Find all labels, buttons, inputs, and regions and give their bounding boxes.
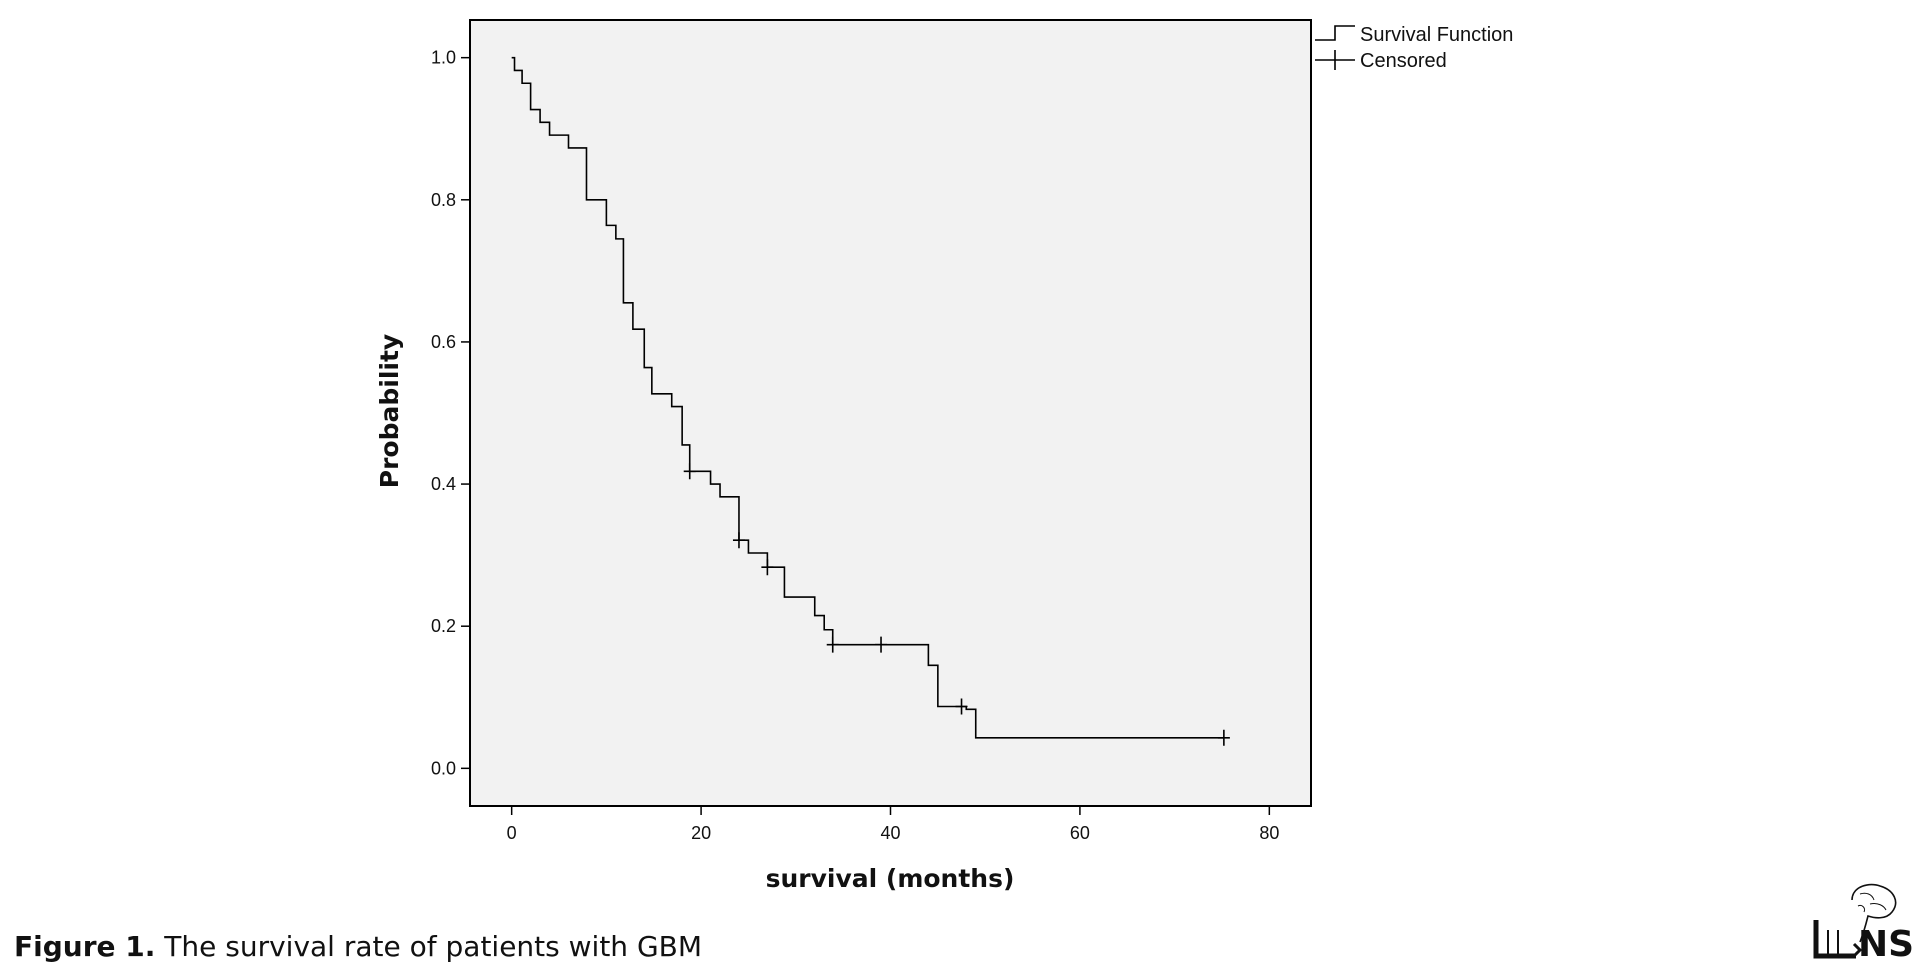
plot-area xyxy=(469,19,1312,807)
legend-plus-icon xyxy=(1315,50,1355,70)
y-tick-label: 0.2 xyxy=(431,616,456,636)
survival-function-line xyxy=(511,56,1224,739)
legend-label-censored: Censored xyxy=(1360,50,1447,72)
y-tick-label: 0.6 xyxy=(431,332,456,352)
ijns-logo-icon: NS xyxy=(1813,883,1912,962)
censored-marker xyxy=(1217,729,1230,746)
censored-marker xyxy=(955,698,968,715)
censored-marker xyxy=(875,636,888,653)
censored-marker xyxy=(732,532,745,549)
censored-markers xyxy=(683,463,1230,746)
x-tick-label: 20 xyxy=(691,823,711,843)
censored-marker xyxy=(826,636,839,653)
x-tick-label: 0 xyxy=(507,823,517,843)
y-tick-label: 0.4 xyxy=(431,474,456,494)
x-tick-label: 60 xyxy=(1070,823,1090,843)
legend-step-icon xyxy=(1315,25,1355,41)
legend-entry-survival-function: Survival Function xyxy=(1315,24,1513,46)
figure-caption-text: The survival rate of patients with GBM xyxy=(155,930,703,963)
y-tick-label: 0.8 xyxy=(431,190,456,210)
x-tick-label: 40 xyxy=(880,823,900,843)
legend-entry-censored: Censored xyxy=(1315,50,1447,72)
y-tick-label: 0.0 xyxy=(431,758,456,778)
censored-marker xyxy=(683,463,696,480)
x-axis-title: survival (months) xyxy=(766,864,1015,893)
censored-marker xyxy=(761,559,774,576)
y-axis-title: Probability xyxy=(375,334,404,488)
survival-chart: 0 20 40 60 800.00.20.40.60.81.0 Probability … xyxy=(375,19,1513,893)
legend: Survival Function Censored xyxy=(1315,24,1513,72)
x-tick-label: 80 xyxy=(1259,823,1279,843)
figure-caption-label: Figure 1. xyxy=(14,930,156,963)
legend-label-survival-function: Survival Function xyxy=(1360,24,1513,46)
axis-ticks: 0 20 40 60 80 0.0 0.2 0.4 0.6 0.8 1.0 xyxy=(431,48,1279,843)
logo-text: NS xyxy=(1858,924,1912,962)
figure-caption: Figure 1. The survival rate of patients … xyxy=(14,930,702,963)
y-tick-label: 1.0 xyxy=(431,48,456,68)
